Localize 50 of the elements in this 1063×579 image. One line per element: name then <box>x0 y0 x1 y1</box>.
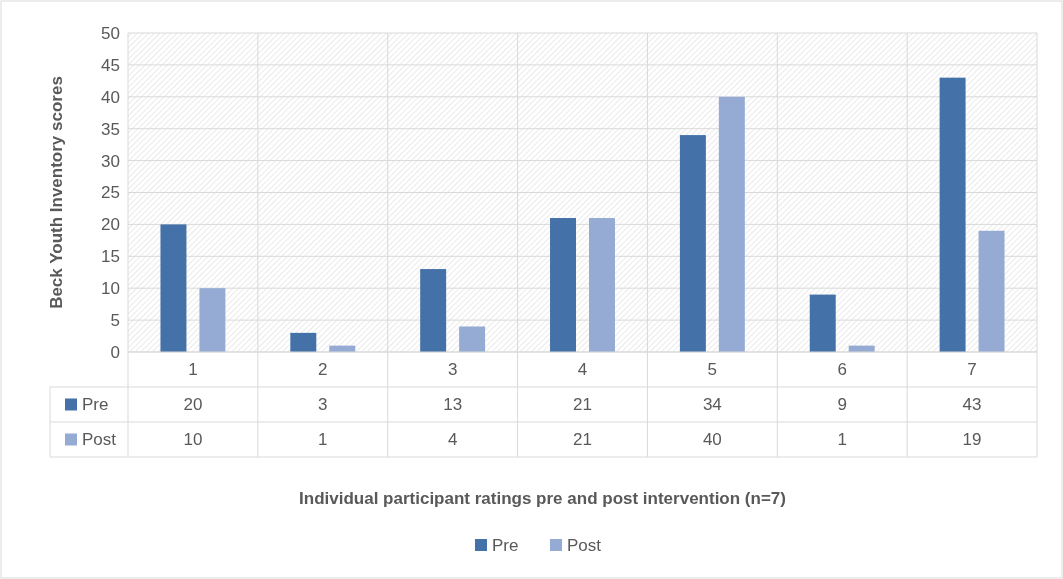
y-tick-label: 35 <box>101 119 120 139</box>
bar <box>588 218 615 352</box>
data-label: 20 <box>183 395 203 415</box>
data-label: 34 <box>702 395 722 415</box>
bar <box>459 326 486 352</box>
data-label: 10 <box>183 430 203 450</box>
data-label: 1 <box>837 430 847 450</box>
bar <box>809 294 836 352</box>
x-tick-label: 4 <box>577 360 588 380</box>
y-tick-label: 15 <box>101 247 120 267</box>
data-label: 40 <box>702 430 722 450</box>
data-label: 21 <box>573 430 592 450</box>
y-tick-label: 20 <box>101 215 120 235</box>
data-label: 3 <box>318 395 328 415</box>
y-tick-label: 25 <box>101 183 120 203</box>
x-tick-label: 5 <box>707 360 718 380</box>
data-label: 21 <box>573 395 592 415</box>
y-tick-label: 40 <box>101 87 120 107</box>
bar <box>939 77 966 352</box>
y-tick-label: 5 <box>110 311 120 331</box>
x-tick-label: 2 <box>318 360 328 380</box>
y-axis-title: Beck Youth Inventory scores <box>47 76 66 309</box>
x-tick-label: 6 <box>837 360 847 380</box>
bar <box>679 135 706 352</box>
y-tick-label: 45 <box>101 55 120 75</box>
data-label: 1 <box>318 430 328 450</box>
y-tick-label: 30 <box>101 151 120 171</box>
bar <box>550 218 577 352</box>
data-label: 9 <box>837 395 847 415</box>
data-label: 4 <box>447 430 458 450</box>
x-tick-label: 7 <box>967 360 977 380</box>
data-label: 43 <box>962 395 982 415</box>
bar <box>718 96 745 352</box>
legend-label: Pre <box>82 395 109 415</box>
y-tick-label: 0 <box>110 342 120 362</box>
bar <box>978 230 1005 352</box>
y-tick-label: 10 <box>101 279 120 299</box>
data-label: 13 <box>443 395 463 415</box>
data-label: 19 <box>962 430 982 450</box>
x-tick-label: 3 <box>447 360 458 380</box>
bar <box>420 269 447 352</box>
legend-label: Post <box>82 430 117 450</box>
text: Post <box>567 535 602 555</box>
bar <box>199 288 226 352</box>
text: Pre <box>492 535 519 555</box>
bar <box>290 332 317 352</box>
y-tick-label: 50 <box>101 23 120 43</box>
text: Individual participant ratings pre and post intervention (n=7) <box>299 488 786 508</box>
bar <box>160 224 187 352</box>
x-tick-label: 1 <box>188 360 198 380</box>
